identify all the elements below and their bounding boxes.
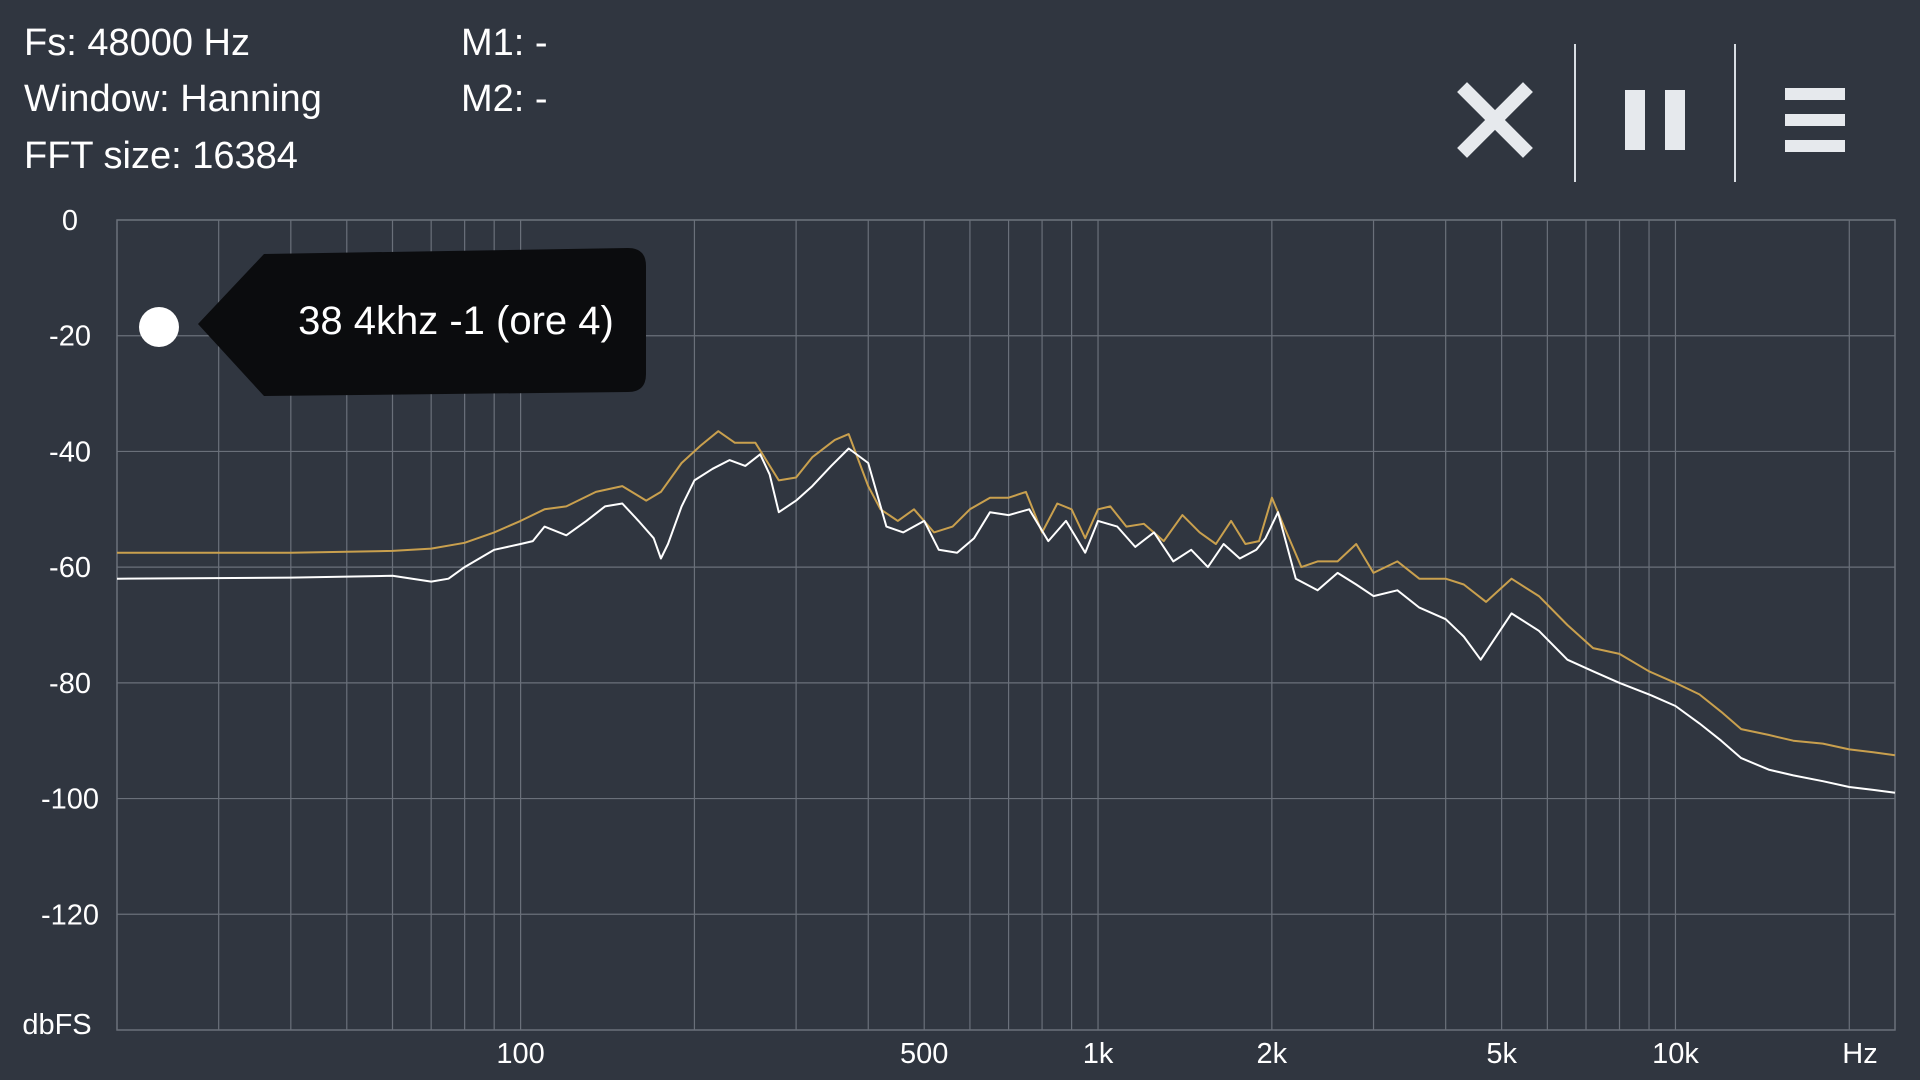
grid [116, 219, 1896, 1031]
x-tick-label: 1k [1083, 1038, 1114, 1070]
toolbar-divider [1734, 44, 1736, 182]
y-tick-label: -20 [49, 321, 91, 353]
x-axis-unit-label: Hz [1842, 1038, 1877, 1070]
menu-icon [1785, 88, 1845, 152]
y-axis-labels: 0 -20 -40 -60 -80 -100 -120 [41, 205, 99, 931]
peak-hold-line [117, 430, 1896, 757]
tooltip-bubble [198, 248, 646, 396]
menu-button[interactable] [1765, 70, 1865, 170]
marker-2-label: M2: - [461, 78, 548, 120]
marker-1-label: M1: - [461, 22, 548, 64]
tooltip-text: 38 4khz -1 (ore 4) [298, 298, 614, 343]
sample-rate-label: Fs: 48000 Hz [24, 22, 250, 64]
close-button[interactable] [1445, 70, 1545, 170]
pause-button[interactable] [1605, 70, 1705, 170]
x-tick-label: 5k [1486, 1038, 1517, 1070]
y-axis-unit-label: dbFS [22, 1009, 91, 1041]
y-tick-label: -100 [41, 784, 99, 816]
y-tick-label: -40 [49, 436, 91, 468]
y-tick-label: -80 [49, 668, 91, 700]
live-spectrum-line [116, 447, 1896, 794]
y-tick-label: -60 [49, 552, 91, 584]
marker-tooltip[interactable]: 38 4khz -1 (ore 4) [198, 246, 648, 396]
pause-icon [1625, 90, 1685, 150]
toolbar-divider [1574, 44, 1576, 182]
x-tick-label: 10k [1652, 1038, 1699, 1070]
x-tick-label: 500 [900, 1038, 948, 1070]
window-label: Window: Hanning [24, 78, 322, 120]
y-tick-label: 0 [62, 205, 78, 237]
close-icon [1457, 82, 1533, 158]
marker-handle[interactable] [139, 307, 179, 347]
spectrum-series [116, 430, 1896, 794]
fft-size-label: FFT size: 16384 [24, 135, 298, 177]
x-tick-label: 2k [1257, 1038, 1288, 1070]
x-axis-labels: 100 500 1k 2k 5k 10k [496, 1038, 1699, 1070]
y-tick-label: -120 [41, 899, 99, 931]
x-tick-label: 100 [496, 1038, 544, 1070]
